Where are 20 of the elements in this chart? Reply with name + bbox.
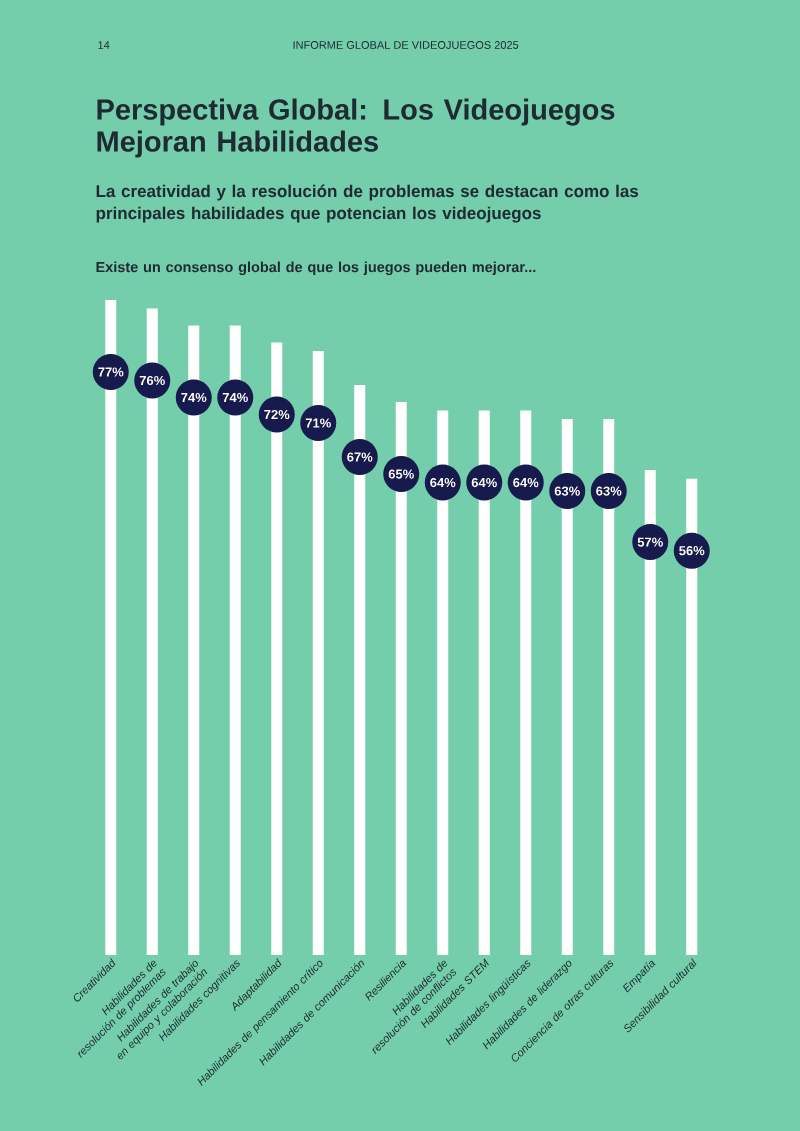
data-label: 57% bbox=[637, 537, 663, 547]
data-label: 72% bbox=[264, 409, 290, 420]
data-label: 67% bbox=[347, 452, 373, 462]
chart-title: Perspectiva Global: Los Videojuegos Mejoran Habilidades bbox=[97, 98, 615, 158]
data-label: 64% bbox=[513, 477, 539, 488]
data-label: 74% bbox=[181, 392, 207, 403]
text: 14 bbox=[98, 41, 110, 49]
chart-subtitle: La creatividad y la resolución de problemas se destacan como las principales habilidades que potencian los videojuegos bbox=[96, 184, 639, 223]
data-label: 63% bbox=[554, 486, 580, 496]
data-label: 74% bbox=[222, 392, 248, 403]
text: Existe un consenso global de que los juegos pueden mejorar... bbox=[96, 261, 536, 276]
data-label: 76% bbox=[139, 375, 165, 386]
data-label: 65% bbox=[388, 469, 414, 479]
data-label: 77% bbox=[98, 367, 124, 377]
data-label: 63% bbox=[596, 486, 622, 496]
data-label: 64% bbox=[430, 477, 456, 488]
data-label: 64% bbox=[471, 477, 497, 488]
text: INFORME GLOBAL DE VIDEOJUEGOS 2025 bbox=[293, 41, 519, 49]
data-label: 71% bbox=[305, 418, 331, 428]
data-label: 56% bbox=[679, 546, 705, 556]
